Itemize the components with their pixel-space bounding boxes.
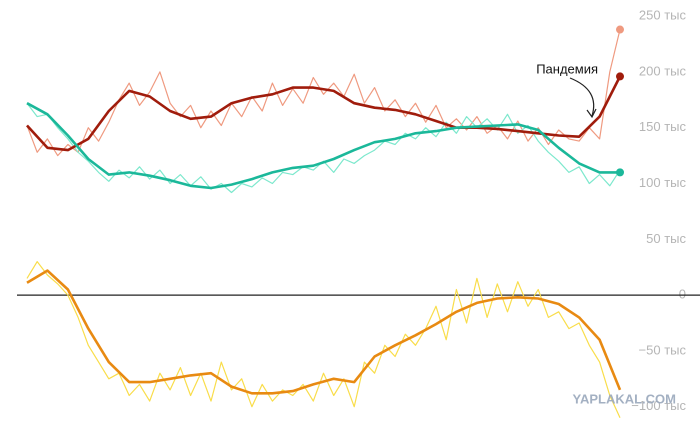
- end-marker: [616, 25, 624, 34]
- end-marker: [616, 72, 624, 81]
- y-tick-label: 150 тыс: [639, 119, 687, 134]
- watermark: YAPLAKAL.COM: [572, 391, 676, 406]
- y-tick-label: 100 тыс: [639, 175, 687, 190]
- series-line: [26, 75, 622, 152]
- annotation-arrowhead: [586, 108, 597, 119]
- series-line: [26, 102, 620, 190]
- series-line: [26, 261, 621, 419]
- y-tick-label: 0: [679, 287, 686, 302]
- annotation-arrow: [569, 77, 595, 117]
- y-tick-label: 250 тыс: [639, 8, 687, 23]
- end-marker: [616, 168, 624, 177]
- y-tick-label: 50 тыс: [646, 231, 686, 246]
- series-line: [26, 269, 622, 395]
- y-tick-label: −100 тыс: [631, 398, 686, 413]
- series-line: [26, 102, 621, 194]
- y-tick-label: 200 тыс: [639, 63, 687, 78]
- annotation: Пандемия: [536, 61, 598, 76]
- series-line: [26, 29, 621, 157]
- y-tick-label: −50 тыс: [639, 342, 687, 357]
